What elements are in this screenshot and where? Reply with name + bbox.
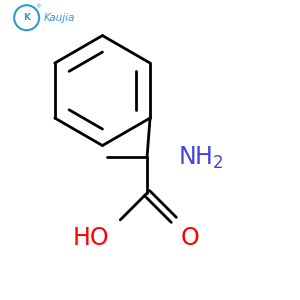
Text: NH$_2$: NH$_2$	[178, 144, 224, 170]
Text: O: O	[181, 226, 200, 250]
Text: ®: ®	[35, 4, 40, 9]
Text: Kaujia: Kaujia	[44, 13, 75, 23]
Text: K: K	[23, 13, 30, 22]
Text: HO: HO	[72, 226, 109, 250]
